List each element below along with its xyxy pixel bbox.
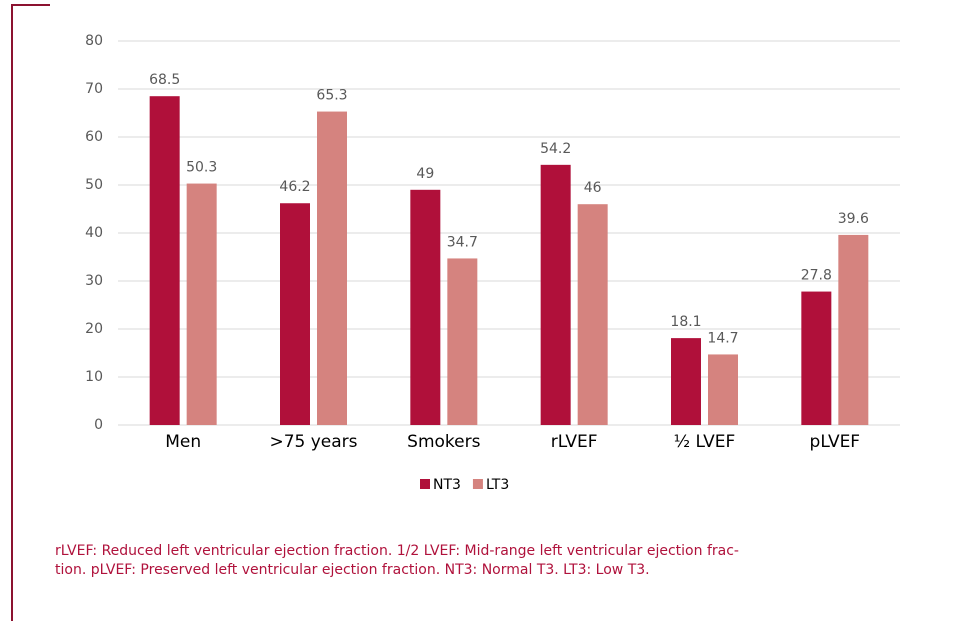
legend-swatch xyxy=(420,479,430,489)
bar xyxy=(838,234,869,425)
bar xyxy=(801,291,832,425)
legend-label: NT3 xyxy=(433,477,461,493)
y-tick-label: 10 xyxy=(85,369,103,385)
value-label: 54.2 xyxy=(540,141,571,157)
value-label: 27.8 xyxy=(801,268,832,284)
bar xyxy=(280,203,310,425)
value-label: 46 xyxy=(584,180,602,196)
bar xyxy=(671,338,701,425)
bar xyxy=(149,96,180,425)
y-tick-label: 0 xyxy=(94,417,103,433)
bar xyxy=(317,111,347,425)
value-label: 49 xyxy=(416,166,434,182)
x-tick-label: Smokers xyxy=(407,432,480,452)
x-tick-label: pLVEF xyxy=(810,432,861,452)
y-tick-label: 60 xyxy=(85,129,103,145)
bar xyxy=(540,164,571,425)
footnote: rLVEF: Reduced left ventricular ejection… xyxy=(55,543,739,559)
bar xyxy=(577,204,608,425)
value-label: 50.3 xyxy=(186,160,217,176)
value-label: 18.1 xyxy=(670,314,701,330)
legend-label: LT3 xyxy=(486,477,509,493)
x-tick-label: rLVEF xyxy=(551,432,598,452)
x-tick-label: >75 years xyxy=(269,432,357,452)
x-tick-label: ½ LVEF xyxy=(674,432,736,452)
y-tick-label: 40 xyxy=(85,225,103,241)
bar xyxy=(708,354,738,425)
value-label: 68.5 xyxy=(149,72,180,88)
value-label: 65.3 xyxy=(316,88,347,104)
y-tick-label: 20 xyxy=(85,321,103,337)
y-tick-label: 30 xyxy=(85,273,103,289)
y-tick-label: 80 xyxy=(85,33,103,49)
bar xyxy=(410,189,441,425)
footnote: tion. pLVEF: Preserved left ventricular … xyxy=(55,562,650,578)
bar xyxy=(447,258,478,425)
value-label: 34.7 xyxy=(447,234,478,250)
value-label: 14.7 xyxy=(707,330,738,346)
x-tick-label: Men xyxy=(165,432,201,452)
legend-swatch xyxy=(472,479,483,489)
y-tick-label: 70 xyxy=(85,81,103,97)
bar xyxy=(186,183,217,425)
y-tick-label: 50 xyxy=(85,177,103,193)
value-label: 39.6 xyxy=(838,211,869,227)
value-label: 46.2 xyxy=(279,179,310,195)
